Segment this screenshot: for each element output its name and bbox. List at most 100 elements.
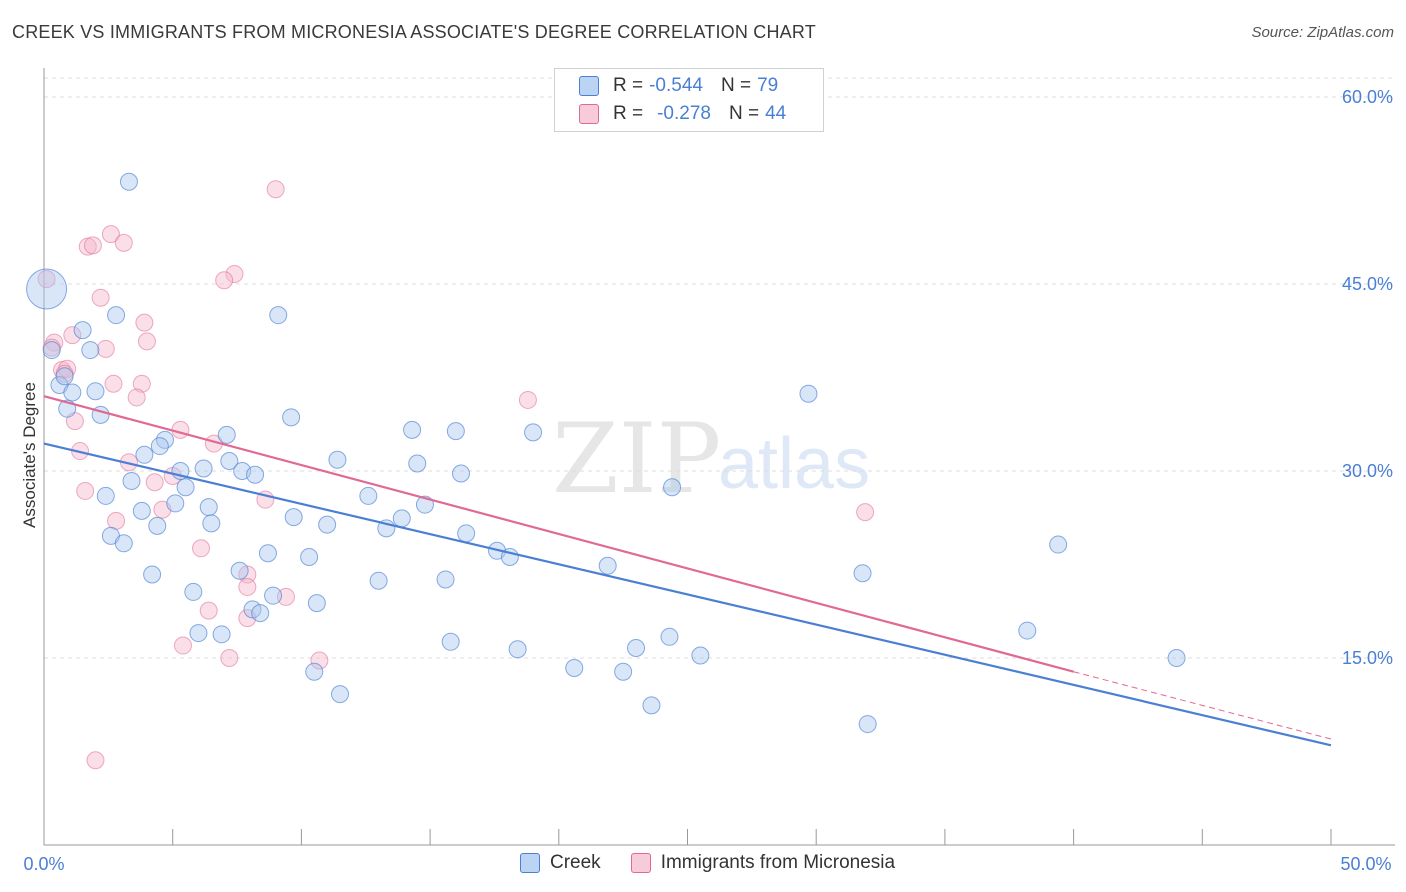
creek-point [691,646,710,665]
watermark-atlas: atlas [718,424,870,504]
series-creek-points [26,172,1186,734]
micronesia-trend-extension [1073,671,1332,740]
y-tick-label: 60.0% [1342,87,1393,107]
creek-point [81,341,100,360]
y-tick-label: 15.0% [1342,648,1393,668]
creek-point [627,639,646,658]
x-tick-label: 50.0% [1340,854,1391,874]
chart-title: CREEK VS IMMIGRANTS FROM MICRONESIA ASSO… [12,22,816,42]
micronesia-point [137,332,156,351]
micronesia-point [192,539,211,558]
micronesia-legend-label: Immigrants from Micronesia [660,852,896,873]
creek-point [328,450,347,469]
micronesia-point [114,233,133,252]
axes [43,68,1395,846]
creek-point [230,561,249,580]
micronesia-point [145,473,164,492]
creek-point [524,423,543,442]
source-label: Source: ZipAtlas.com [1251,24,1394,41]
creek-point [508,640,527,659]
micronesia-point [45,333,64,352]
creek-point [251,604,270,623]
y-axis-label: Associate's Degree [20,382,39,528]
creek-point [457,524,476,543]
creek-point [663,478,682,497]
creek-point [96,486,115,505]
creek-point [441,632,460,651]
creek-point [660,627,679,646]
micronesia-point [135,313,154,332]
creek-point [55,367,74,386]
micronesia-point [199,601,218,620]
micronesia-point [104,374,123,393]
creek-point [199,498,218,517]
micronesia-point [856,503,875,522]
micronesia-point [220,649,239,667]
creek-point [853,564,872,583]
creek-point [307,594,326,613]
creek-point [1167,649,1186,667]
legend-n-label: N = [728,103,760,124]
creek-point [284,508,303,527]
stats-legend: R = -0.544 N = 79 R = -0.278 N = 44 [554,68,824,132]
creek-point [107,306,126,325]
micronesia-point [76,481,95,500]
creek-point [1018,621,1037,640]
legend-r-value-micronesia: -0.278 [657,103,711,124]
creek-point [300,548,319,567]
watermark-zip: ZIP [552,403,721,515]
micronesia-point [132,374,151,393]
legend-n-value-micronesia: 44 [765,103,787,124]
creek-point [114,534,133,553]
watermark: ZIP atlas [552,403,870,515]
micronesia-point [63,326,82,345]
bottom-legend: Creek Immigrants from Micronesia [520,852,895,874]
creek-point [331,685,350,704]
legend-r-label: R = [613,103,644,124]
creek-point [122,471,141,490]
micronesia-point [101,225,120,244]
micronesia-point [266,180,285,199]
creek-point [858,715,877,734]
creek-point [403,420,422,439]
creek-point [359,486,378,505]
creek-point [446,422,465,441]
creek-point [86,382,105,401]
creek-point [264,586,283,605]
creek-point [150,437,169,456]
creek-point [194,459,213,478]
creek-point [212,625,231,644]
trend-lines [43,395,1332,747]
micronesia-legend-swatch [630,853,651,873]
creek-point [436,570,455,589]
creek-point [282,408,301,427]
micronesia-trend-line [43,395,1074,673]
micronesia-point [518,390,537,409]
creek-point [305,662,324,681]
legend-row-micronesia: R = -0.278 N = 44 [579,103,792,125]
creek-point [135,445,154,464]
creek-legend-swatch [520,853,540,873]
creek-point [408,454,427,473]
legend-r-label: R = [613,75,644,96]
micronesia-point [107,511,126,530]
micronesia-point [58,359,77,378]
creek-point [258,544,277,563]
micronesia-point [225,265,244,284]
creek-point [598,556,617,575]
creek-point [451,464,470,483]
micronesia-point [37,270,56,289]
creek-point [220,452,239,471]
creek-point [143,565,162,584]
tick-labels: 15.0% 30.0% 45.0% 60.0% 0.0% 50.0% [23,87,1393,874]
creek-point [369,571,388,590]
micronesia-swatch [579,104,599,124]
creek-point [392,509,411,528]
creek-point [63,383,82,402]
micronesia-point [91,288,110,307]
legend-row-creek: R = -0.544 N = 79 [579,75,784,97]
creek-point [642,696,661,715]
series-micronesia-points [37,180,875,770]
micronesia-point [215,271,234,290]
